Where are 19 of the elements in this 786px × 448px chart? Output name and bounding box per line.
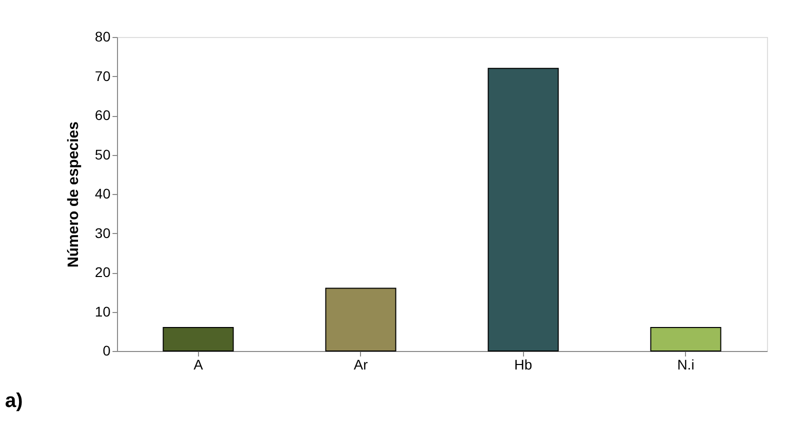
y-tick-label: 10 (94, 303, 111, 320)
y-tick-label: 80 (94, 28, 111, 44)
y-tick-label: 70 (94, 68, 111, 84)
y-tick-label: 50 (94, 146, 111, 162)
x-tick-label: A (194, 356, 204, 372)
bar (162, 326, 234, 352)
bar (650, 326, 722, 352)
x-tick-label: N.i (677, 356, 694, 372)
y-tick-label: 0 (102, 342, 111, 358)
text: a) (5, 390, 23, 412)
y-axis-title: Número de especies (64, 122, 82, 268)
x-tick-label: Ar (354, 356, 368, 372)
bar (488, 68, 559, 352)
y-tick-label: 20 (94, 264, 111, 280)
y-tick-label: 40 (94, 186, 111, 202)
y-tick-label: 60 (94, 107, 111, 123)
y-tick-label: 30 (94, 224, 111, 241)
bar (325, 288, 396, 352)
x-tick-label: Hb (514, 356, 532, 372)
